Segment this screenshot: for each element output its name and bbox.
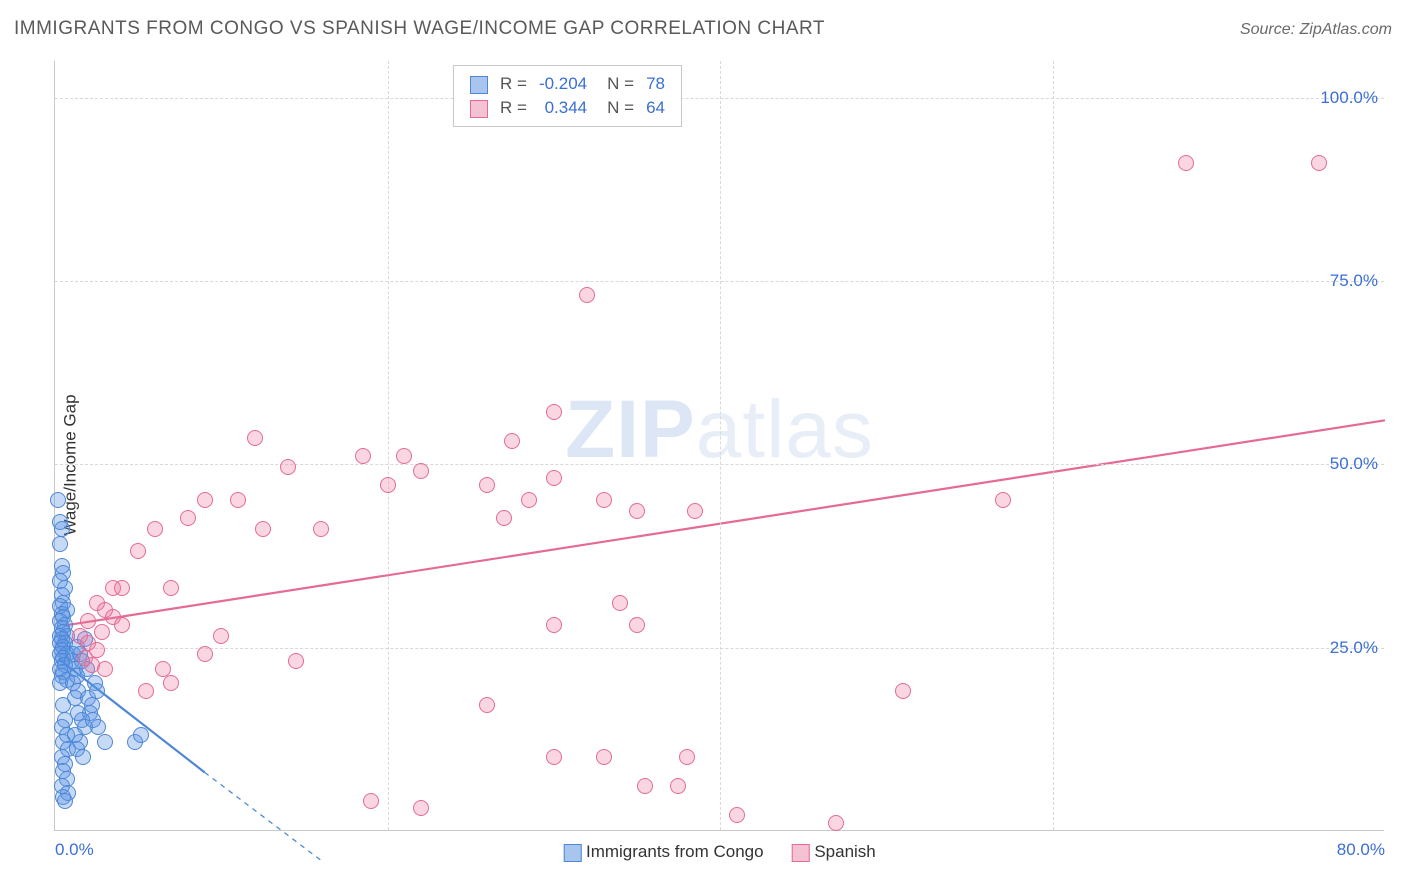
scatter-point-spanish: [504, 433, 520, 449]
legend-swatch-spanish: [792, 844, 810, 862]
scatter-point-spanish: [670, 778, 686, 794]
scatter-point-spanish: [629, 503, 645, 519]
legend-N-label: N =: [593, 96, 640, 120]
scatter-point-spanish: [596, 749, 612, 765]
scatter-point-spanish: [596, 492, 612, 508]
scatter-point-spanish: [97, 661, 113, 677]
scatter-point-spanish: [895, 683, 911, 699]
y-tick-label: 75.0%: [1330, 271, 1378, 291]
scatter-point-spanish: [521, 492, 537, 508]
scatter-point-spanish: [147, 521, 163, 537]
legend-swatch-spanish: [470, 100, 488, 118]
scatter-point-spanish: [380, 477, 396, 493]
scatter-point-spanish: [213, 628, 229, 644]
legend-swatch-congo: [563, 844, 581, 862]
scatter-point-spanish: [138, 683, 154, 699]
scatter-point-spanish: [679, 749, 695, 765]
scatter-point-spanish: [114, 617, 130, 633]
scatter-point-spanish: [355, 448, 371, 464]
chart-title: IMMIGRANTS FROM CONGO VS SPANISH WAGE/IN…: [14, 18, 825, 40]
legend-item-spanish: Spanish: [792, 842, 876, 861]
scatter-point-congo: [89, 683, 105, 699]
scatter-point-spanish: [363, 793, 379, 809]
scatter-point-spanish: [579, 287, 595, 303]
legend-swatch-congo: [470, 76, 488, 94]
scatter-point-congo: [55, 697, 71, 713]
scatter-point-spanish: [413, 800, 429, 816]
scatter-point-spanish: [479, 477, 495, 493]
scatter-point-spanish: [496, 510, 512, 526]
scatter-point-spanish: [1311, 155, 1327, 171]
scatter-point-spanish: [197, 492, 213, 508]
scatter-point-spanish: [180, 510, 196, 526]
scatter-point-spanish: [396, 448, 412, 464]
scatter-point-spanish: [130, 543, 146, 559]
legend-label-spanish: Spanish: [814, 842, 875, 861]
scatter-point-spanish: [546, 404, 562, 420]
legend-N-value-spanish: 64: [640, 96, 671, 120]
scatter-point-spanish: [94, 624, 110, 640]
y-tick-label: 50.0%: [1330, 454, 1378, 474]
x-tick-label: 0.0%: [55, 840, 94, 860]
scatter-point-spanish: [280, 459, 296, 475]
scatter-point-spanish: [80, 613, 96, 629]
scatter-point-spanish: [288, 653, 304, 669]
scatter-point-congo: [97, 734, 113, 750]
scatter-point-spanish: [546, 749, 562, 765]
scatter-point-spanish: [230, 492, 246, 508]
scatter-point-congo: [50, 492, 66, 508]
scatter-point-spanish: [313, 521, 329, 537]
scatter-point-spanish: [163, 675, 179, 691]
scatter-point-spanish: [197, 646, 213, 662]
plot-area: ZIPatlas 25.0%50.0%75.0%100.0%0.0%80.0%R…: [54, 61, 1384, 831]
legend-R-label: R =: [494, 96, 533, 120]
legend-R-value-spanish: 0.344: [533, 96, 593, 120]
gridline-vertical: [388, 61, 389, 830]
scatter-point-spanish: [163, 580, 179, 596]
scatter-point-spanish: [155, 661, 171, 677]
gridline-vertical: [1053, 61, 1054, 830]
scatter-point-congo: [75, 749, 91, 765]
legend-R-label: R =: [494, 72, 533, 96]
scatter-point-spanish: [114, 580, 130, 596]
series-legend: Immigrants from Congo Spanish: [549, 842, 890, 862]
scatter-point-spanish: [479, 697, 495, 713]
legend-item-congo: Immigrants from Congo: [563, 842, 763, 861]
stats-legend: R =-0.204N =78 R =0.344N =64: [453, 65, 682, 127]
scatter-point-spanish: [255, 521, 271, 537]
y-tick-label: 100.0%: [1320, 88, 1378, 108]
legend-R-value-congo: -0.204: [533, 72, 593, 96]
scatter-point-spanish: [687, 503, 703, 519]
scatter-point-spanish: [247, 430, 263, 446]
gridline-vertical: [720, 61, 721, 830]
scatter-point-spanish: [995, 492, 1011, 508]
y-tick-label: 25.0%: [1330, 638, 1378, 658]
scatter-point-spanish: [1178, 155, 1194, 171]
scatter-point-spanish: [546, 617, 562, 633]
legend-N-label: N =: [593, 72, 640, 96]
source-attribution: Source: ZipAtlas.com: [1240, 21, 1392, 39]
scatter-point-congo: [90, 719, 106, 735]
scatter-point-spanish: [612, 595, 628, 611]
scatter-point-congo: [54, 521, 70, 537]
scatter-point-spanish: [413, 463, 429, 479]
scatter-point-congo: [57, 793, 73, 809]
legend-label-congo: Immigrants from Congo: [586, 842, 764, 861]
scatter-point-spanish: [629, 617, 645, 633]
x-tick-label: 80.0%: [1337, 840, 1385, 860]
scatter-point-spanish: [828, 815, 844, 831]
scatter-point-congo: [133, 727, 149, 743]
scatter-point-spanish: [637, 778, 653, 794]
chart-container: Wage/Income Gap ZIPatlas 25.0%50.0%75.0%…: [10, 55, 1396, 875]
regression-line-dashed-congo: [205, 772, 321, 860]
scatter-point-spanish: [546, 470, 562, 486]
scatter-point-spanish: [729, 807, 745, 823]
scatter-point-congo: [52, 536, 68, 552]
legend-N-value-congo: 78: [640, 72, 671, 96]
